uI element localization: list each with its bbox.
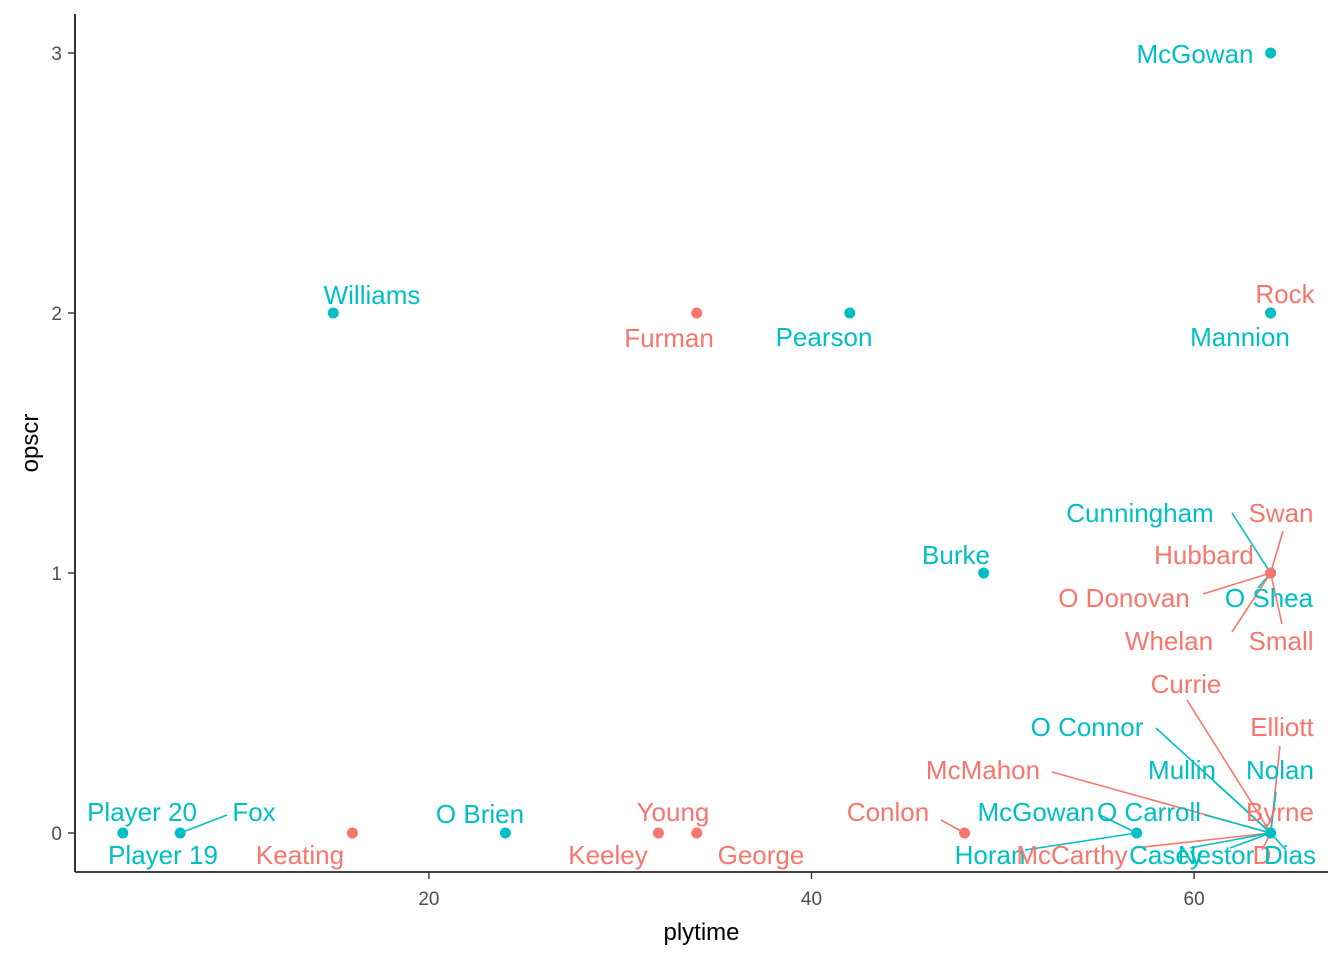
data-point: [978, 567, 990, 579]
point-label: Rock: [1255, 279, 1315, 309]
point-label: Dias: [1264, 840, 1316, 870]
point-label: Pearson: [776, 322, 873, 352]
y-tick-label: 1: [51, 564, 62, 585]
point-label: Nestor: [1178, 840, 1255, 870]
label-connector: [1204, 814, 1271, 834]
point-label: Cunningham: [1066, 498, 1213, 528]
y-tick-label: 3: [51, 44, 62, 65]
point-label: Hubbard: [1154, 540, 1254, 570]
x-axis-title: plytime: [663, 919, 739, 946]
x-tick-label: 20: [418, 889, 439, 910]
y-tick-label: 2: [51, 304, 62, 325]
data-point: [327, 307, 339, 319]
point-label: O Shea: [1225, 583, 1314, 613]
data-point: [174, 827, 186, 839]
point-label: O Connor: [1031, 712, 1144, 742]
data-point: [1265, 47, 1277, 59]
data-point: [346, 827, 358, 839]
point-label: Young: [637, 797, 710, 827]
point-label: McGowan: [1136, 39, 1253, 69]
data-point: [959, 827, 971, 839]
point-labels: McGowan Williams Furman Pearson Rock Mannion B…: [87, 39, 1316, 870]
point-label: D: [1253, 840, 1272, 870]
data-point: [844, 307, 856, 319]
point-label: Mullin: [1148, 755, 1216, 785]
point-label: Elliott: [1250, 712, 1314, 742]
point-label: Furman: [624, 323, 714, 353]
point-label: Player 20: [87, 797, 197, 827]
point-label: Player 19: [108, 840, 218, 870]
label-connector: [1189, 832, 1271, 849]
label-connector: [1204, 772, 1272, 834]
point-label: O Donovan: [1058, 583, 1190, 613]
label-connector: [1231, 512, 1272, 574]
point-label: Nolan: [1246, 755, 1314, 785]
label-connector: [1269, 572, 1283, 625]
label-connector: [1229, 832, 1271, 849]
y-axis-title: opscr: [17, 414, 44, 473]
data-point: [499, 827, 511, 839]
point-label: Fox: [232, 797, 275, 827]
point-label: Swan: [1248, 498, 1313, 528]
data-point: [117, 827, 129, 839]
point-label: Conlon: [847, 797, 929, 827]
y-tick-label: 0: [51, 824, 62, 845]
point-label: O Carroll: [1097, 797, 1201, 827]
data-point: [1265, 827, 1277, 839]
label-connector: [1269, 530, 1284, 574]
data-point: [691, 307, 703, 319]
x-tick-label: 60: [1184, 889, 1205, 910]
label-connector: [1269, 791, 1277, 834]
label-connector: [1231, 572, 1272, 633]
label-connectors: [179, 512, 1287, 851]
data-point: [652, 827, 664, 839]
point-label: Burke: [922, 540, 990, 570]
label-connector: [1186, 699, 1272, 834]
label-connector: [1202, 572, 1271, 595]
point-label: McCarthy: [1016, 840, 1127, 870]
data-point: [1265, 307, 1277, 319]
x-tick-label: 40: [801, 889, 822, 910]
point-label: Byrne: [1246, 797, 1314, 827]
point-label: Whelan: [1125, 626, 1213, 656]
point-label: Keeley: [568, 840, 648, 870]
axes: 20 40 60 0 1 2 3: [51, 14, 1328, 910]
point-label: Mannion: [1190, 322, 1290, 352]
data-points: [117, 47, 1277, 839]
point-label: O Brien: [436, 799, 524, 829]
point-label: Casey: [1129, 840, 1203, 870]
point-label: Williams: [324, 280, 421, 310]
label-connector: [1099, 814, 1138, 834]
data-point: [1131, 827, 1143, 839]
data-point: [1265, 567, 1277, 579]
point-label: Keating: [256, 840, 344, 870]
label-connector: [179, 814, 228, 834]
point-label: George: [718, 840, 805, 870]
point-label: McMahon: [926, 755, 1040, 785]
point-label: Small: [1248, 626, 1313, 656]
point-label: Horan: [955, 840, 1026, 870]
label-connector: [1024, 832, 1137, 851]
data-point: [691, 827, 703, 839]
point-label: Currie: [1151, 669, 1222, 699]
label-connector: [1134, 832, 1271, 849]
point-label: McGowan: [977, 797, 1094, 827]
